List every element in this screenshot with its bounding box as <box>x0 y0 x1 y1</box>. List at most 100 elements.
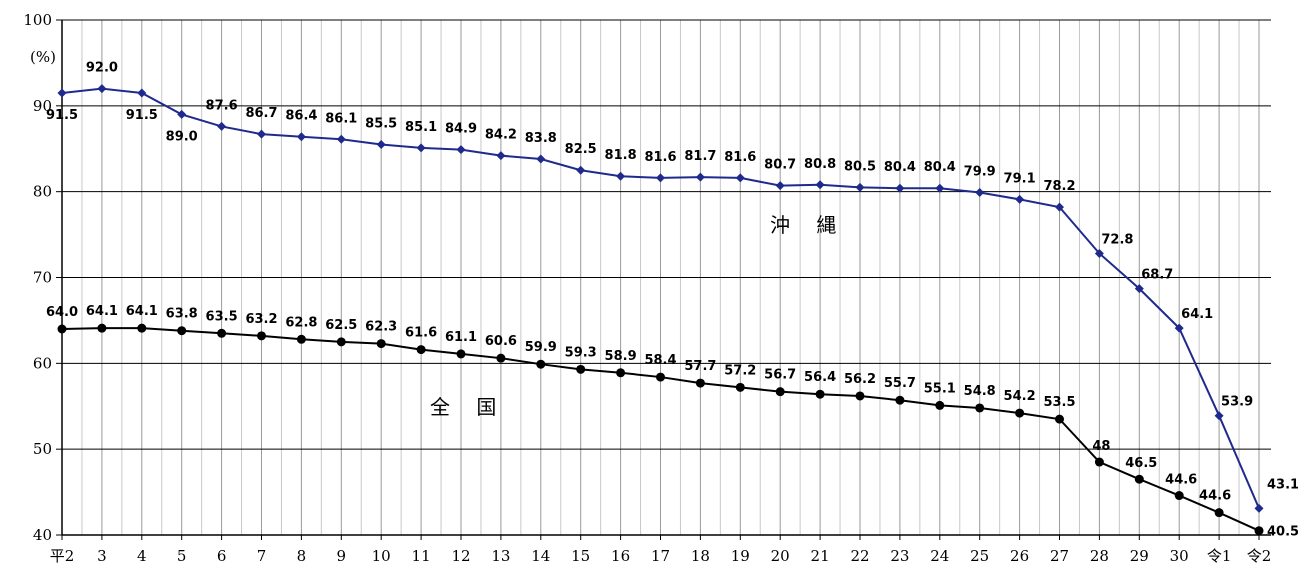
x-tick-label: 9 <box>337 547 347 565</box>
data-point <box>496 151 506 161</box>
data-point <box>217 328 227 338</box>
y-tick-label: 40 <box>33 526 52 544</box>
data-label: 81.6 <box>724 150 756 165</box>
x-tick-label: 令1 <box>1207 547 1232 565</box>
axes: 40 50 60 70 80 90 100 平2 3 4 5 6 7 8 9 10 11 12 13 14 15 16 17… <box>23 11 1271 565</box>
series-name-national: 全 国 <box>430 395 506 419</box>
data-label: 81.8 <box>605 148 637 163</box>
y-tick-label: 90 <box>33 97 52 115</box>
x-tick-label: 3 <box>97 547 107 565</box>
data-point <box>376 339 386 349</box>
data-point <box>695 378 705 388</box>
data-label: 89.0 <box>166 129 198 144</box>
x-tick-label: 5 <box>177 547 187 565</box>
data-point <box>815 389 825 399</box>
data-label: 64.0 <box>46 305 78 320</box>
data-point <box>1055 414 1064 424</box>
data-label: 44.6 <box>1199 489 1231 504</box>
data-point <box>576 165 586 175</box>
y-tick-label: 70 <box>33 269 52 287</box>
x-tick-label: 28 <box>1090 547 1109 565</box>
data-label: 53.5 <box>1043 395 1075 410</box>
y-tick-label: 50 <box>33 440 52 458</box>
data-label: 63.5 <box>206 309 238 324</box>
data-label: 56.2 <box>844 372 876 387</box>
data-label: 59.9 <box>525 340 557 355</box>
data-label: 57.2 <box>724 363 756 378</box>
data-point <box>935 183 945 193</box>
data-point <box>735 173 745 183</box>
data-point <box>695 172 705 182</box>
data-label: 46.5 <box>1125 456 1157 471</box>
data-label: 44.6 <box>1165 473 1197 488</box>
data-label: 86.4 <box>285 109 317 124</box>
data-point <box>735 382 745 392</box>
data-point <box>1055 202 1064 212</box>
data-point <box>1134 284 1144 294</box>
data-label: 61.1 <box>445 330 477 345</box>
data-label: 81.7 <box>684 149 716 164</box>
data-label: 92.0 <box>86 61 118 76</box>
data-point <box>177 326 187 336</box>
data-label: 82.5 <box>565 142 597 157</box>
data-point <box>257 331 266 341</box>
data-point <box>616 368 626 378</box>
data-label: 84.9 <box>445 122 477 137</box>
data-label: 64.1 <box>86 304 118 319</box>
data-point <box>257 129 266 139</box>
data-label: 64.1 <box>1181 307 1213 322</box>
data-label: 54.2 <box>1004 389 1036 404</box>
data-label: 60.6 <box>485 334 517 349</box>
data-label: 62.3 <box>365 320 397 335</box>
x-tick-label: 7 <box>257 547 267 565</box>
data-point <box>336 134 346 144</box>
data-label: 79.1 <box>1004 171 1036 186</box>
data-point <box>336 337 346 347</box>
data-point <box>97 323 107 333</box>
data-point <box>775 387 785 397</box>
data-label: 64.1 <box>126 304 158 319</box>
data-label: 86.1 <box>325 111 357 126</box>
series-group <box>57 84 1264 536</box>
x-tick-label: 18 <box>691 547 710 565</box>
data-label: 85.1 <box>405 120 437 135</box>
data-point <box>1254 503 1264 513</box>
data-point <box>416 143 426 153</box>
x-tick-label: 20 <box>771 547 790 565</box>
data-point <box>895 183 905 193</box>
data-point <box>416 345 426 355</box>
data-point <box>1174 491 1184 501</box>
data-label: 81.6 <box>644 150 676 165</box>
data-label: 62.8 <box>285 315 317 330</box>
x-tick-label: 24 <box>930 547 949 565</box>
data-label: 59.3 <box>565 345 597 360</box>
x-tick-label: 平2 <box>50 547 75 565</box>
y-tick-label: 100 <box>23 11 52 29</box>
x-tick-label: 25 <box>970 547 989 565</box>
data-label: 72.8 <box>1101 232 1133 247</box>
data-label: 58.9 <box>605 349 637 364</box>
data-point <box>1214 411 1224 421</box>
data-label: 58.4 <box>644 353 676 368</box>
x-tick-label: 27 <box>1050 547 1069 565</box>
data-label: 53.9 <box>1221 395 1253 410</box>
x-tick-label: 23 <box>890 547 909 565</box>
data-label: 62.5 <box>325 318 357 333</box>
data-point <box>137 88 147 98</box>
x-tick-label: 29 <box>1130 547 1149 565</box>
data-label: 55.1 <box>924 381 956 396</box>
data-label: 57.7 <box>684 359 716 374</box>
x-tick-label: 10 <box>372 547 391 565</box>
data-point <box>536 359 546 369</box>
grid <box>61 19 1271 536</box>
data-label: 87.6 <box>206 98 238 113</box>
data-labels: 91.5 92.0 91.5 89.0 87.6 86.7 86.4 86.1 85.5 85.1… <box>46 61 1298 540</box>
x-tick-label: 8 <box>297 547 307 565</box>
data-label: 91.5 <box>126 108 158 123</box>
data-label: 80.8 <box>804 157 836 172</box>
x-tick-label: 30 <box>1170 547 1189 565</box>
data-point <box>1174 323 1184 333</box>
data-label: 80.5 <box>844 159 876 174</box>
x-tick-label: 14 <box>531 547 550 565</box>
